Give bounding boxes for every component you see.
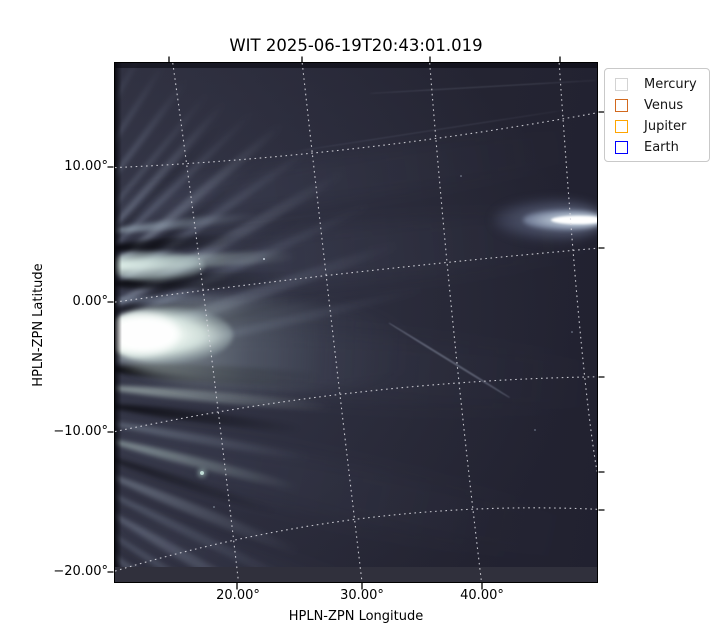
image-canvas: [115, 63, 597, 582]
y-tick-label: −10.00°: [53, 424, 108, 439]
legend-marker-venus: [615, 98, 628, 112]
y-tick-label: 10.00°: [64, 159, 108, 174]
image-bottom-strip: [115, 567, 597, 582]
legend-marker-earth: [615, 140, 628, 154]
y-tick-label: 0.00°: [72, 294, 108, 309]
star: [213, 506, 215, 508]
legend-marker-mercury: [615, 77, 628, 91]
x-tick-label: 20.00°: [216, 588, 260, 603]
streamer-ray: [115, 63, 200, 187]
image-top-edge-shadow: [115, 63, 597, 68]
legend-item-mercury: Mercury: [615, 76, 700, 92]
saturated-blob-core: [115, 315, 179, 353]
y-axis-label: HPLN-ZPN Latitude: [31, 263, 46, 387]
x-tick-label: 30.00°: [340, 588, 384, 603]
star: [200, 471, 204, 475]
legend-marker-jupiter: [615, 119, 628, 133]
legend-item-jupiter: Jupiter: [615, 118, 700, 134]
legend-label: Venus: [644, 97, 684, 113]
star: [263, 258, 265, 260]
legend-label: Mercury: [644, 76, 697, 92]
star: [460, 175, 462, 177]
x-axis-label: HPLN-ZPN Longitude: [288, 609, 424, 624]
x-tick-label: 40.00°: [460, 588, 504, 603]
legend: Mercury Venus Jupiter Earth: [604, 68, 710, 162]
grid-lon-50: [558, 63, 597, 472]
legend-label: Earth: [644, 139, 679, 155]
axes-area: [114, 62, 598, 583]
legend-label: Jupiter: [644, 118, 687, 134]
legend-item-venus: Venus: [615, 97, 700, 113]
legend-item-earth: Earth: [615, 139, 700, 155]
star: [571, 331, 573, 333]
planet-bloom-core: [551, 216, 597, 224]
y-tick-label: −20.00°: [53, 564, 108, 579]
figure-title: WIT 2025-06-19T20:43:01.019: [229, 36, 483, 55]
image-left-edge-shadow: [115, 63, 122, 582]
star: [534, 429, 536, 431]
faint-trail: [368, 80, 597, 95]
